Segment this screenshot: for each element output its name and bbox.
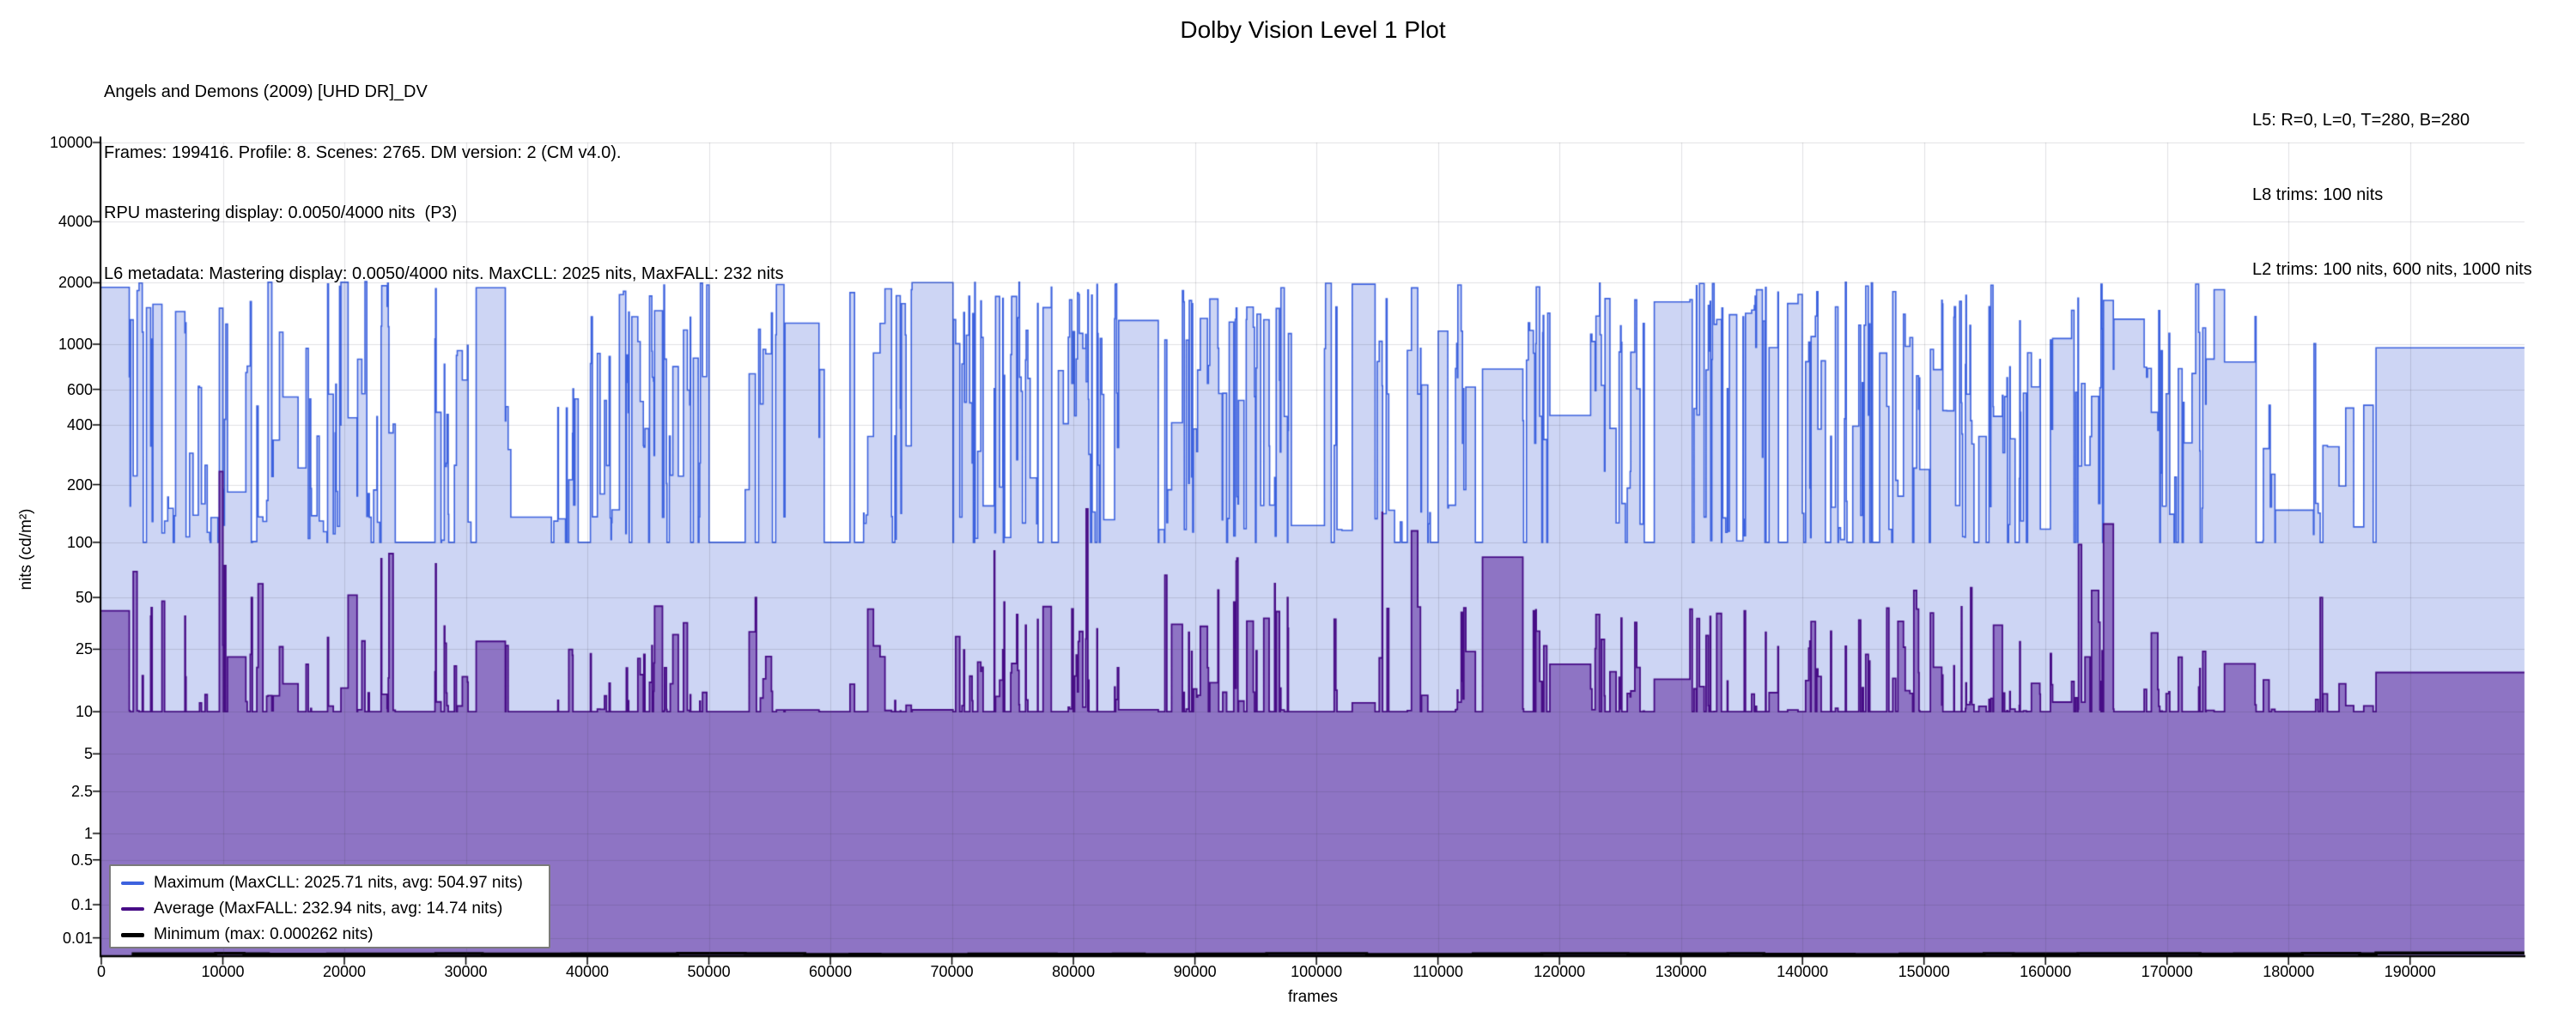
y-tick-label: 4000: [58, 213, 93, 231]
x-tick-label: 140000: [1777, 963, 1829, 980]
page-title: Dolby Vision Level 1 Plot: [1180, 16, 1446, 43]
l6-metadata-line: L6 metadata: Mastering display: 0.0050/4…: [104, 264, 784, 283]
y-tick-label: 100: [66, 533, 93, 551]
y-tick-label: 1000: [58, 336, 93, 354]
y-tick-label: 2.5: [70, 782, 93, 800]
x-tick-label: 10000: [201, 963, 245, 980]
x-tick-label: 20000: [322, 963, 367, 980]
x-tick-label: 130000: [1655, 963, 1707, 980]
y-tick-label: 600: [66, 380, 93, 398]
x-tick-label: 170000: [2141, 963, 2193, 980]
average-line-swatch-icon: [121, 907, 144, 911]
x-tick-label: 60000: [809, 963, 853, 980]
y-tick-label: 2000: [58, 274, 93, 292]
x-tick-label: 100000: [1291, 963, 1343, 980]
rpu-mastering-line: RPU mastering display: 0.0050/4000 nits …: [104, 203, 458, 222]
y-tick-label: 1: [83, 825, 93, 842]
l8-trims-line: L8 trims: 100 nits: [2252, 185, 2384, 204]
legend-label-minimum: Minimum (max: 0.000262 nits): [154, 925, 374, 943]
y-tick-label: 50: [75, 589, 93, 607]
l5-trims-line: L5: R=0, L=0, T=280, B=280: [2252, 111, 2470, 130]
clip-info-block: Angels and Demons (2009) [UHD DR]_DV Fra…: [104, 42, 784, 324]
y-tick-label: 10: [75, 703, 93, 721]
y-tick-label: 0.5: [70, 851, 93, 869]
legend-item-minimum: Minimum (max: 0.000262 nits): [121, 922, 549, 948]
x-tick-label: 110000: [1413, 963, 1464, 980]
y-tick-label: 0.01: [62, 929, 93, 947]
clip-title-line: Angels and Demons (2009) [UHD DR]_DV: [104, 82, 428, 101]
y-tick-label: 25: [75, 640, 93, 658]
y-axis-label: nits (cd/m²): [17, 508, 35, 591]
legend-item-maximum: Maximum (MaxCLL: 2025.71 nits, avg: 504.…: [121, 870, 549, 896]
legend-label-maximum: Maximum (MaxCLL: 2025.71 nits, avg: 504.…: [154, 874, 523, 892]
y-tick-label: 400: [66, 416, 93, 433]
minimum-line-swatch-icon: [121, 932, 144, 937]
y-tick-label: 10000: [49, 134, 93, 151]
x-tick-label: 40000: [566, 963, 610, 980]
x-tick-label: 90000: [1173, 963, 1217, 980]
legend: Maximum (MaxCLL: 2025.71 nits, avg: 504.…: [109, 864, 550, 948]
frames-profile-line: Frames: 199416. Profile: 8. Scenes: 2765…: [104, 142, 622, 162]
x-tick-label: 50000: [687, 963, 731, 980]
x-tick-label: 150000: [1898, 963, 1950, 980]
maximum-line-swatch-icon: [121, 882, 144, 885]
y-tick-label: 5: [83, 745, 93, 763]
x-tick-label: 180000: [2263, 963, 2315, 980]
x-tick-label: 120000: [1534, 963, 1586, 980]
legend-item-average: Average (MaxFALL: 232.94 nits, avg: 14.7…: [121, 896, 549, 922]
x-tick-label: 160000: [2020, 963, 2072, 980]
x-tick-label: 70000: [930, 963, 974, 980]
y-tick-label: 200: [66, 476, 93, 494]
x-tick-label: 80000: [1052, 963, 1096, 980]
trims-info-block: L5: R=0, L=0, T=280, B=280 L8 trims: 100…: [2252, 58, 2532, 332]
l2-trims-line: L2 trims: 100 nits, 600 nits, 1000 nits: [2252, 260, 2532, 279]
x-tick-label: 0: [96, 963, 106, 980]
x-tick-label: 30000: [444, 963, 488, 980]
x-axis-label: frames: [1287, 988, 1339, 1006]
x-tick-label: 190000: [2384, 963, 2436, 980]
legend-label-average: Average (MaxFALL: 232.94 nits, avg: 14.7…: [154, 900, 503, 918]
y-tick-label: 0.1: [70, 895, 93, 913]
